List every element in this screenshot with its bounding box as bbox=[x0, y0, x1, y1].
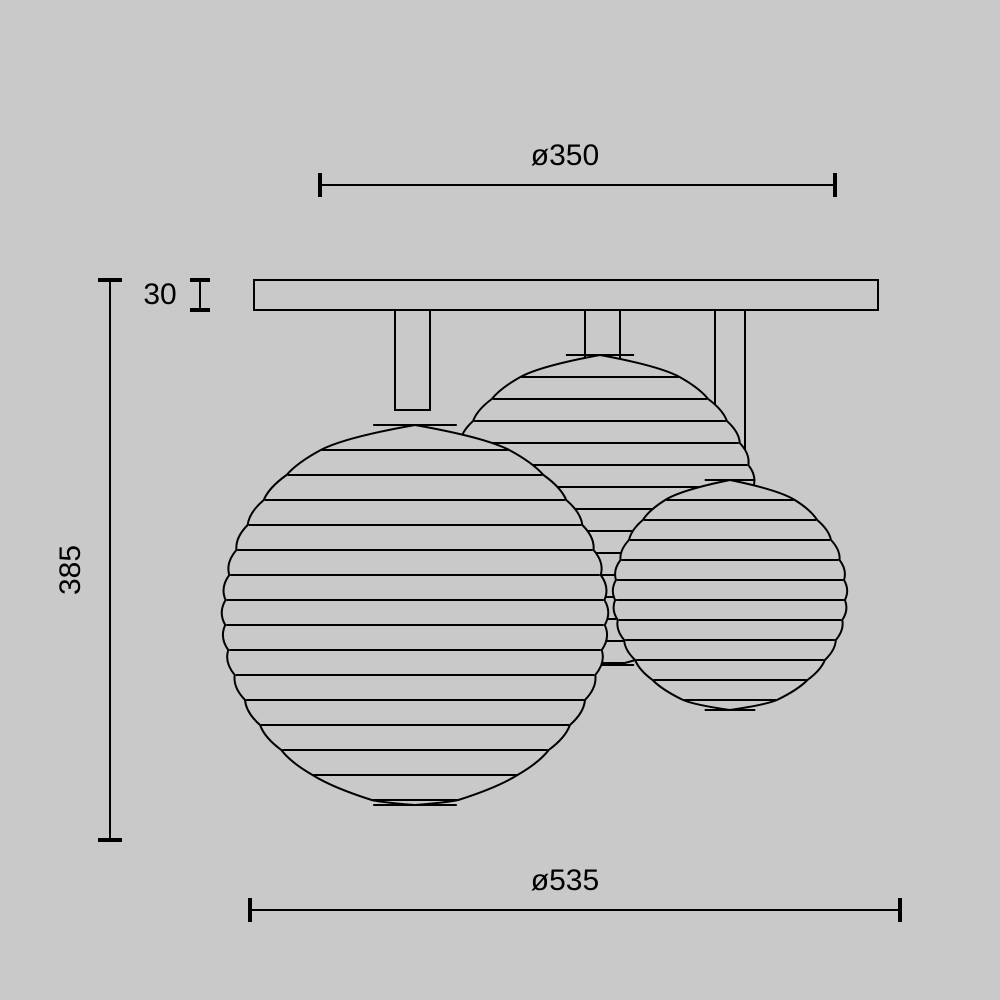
technical-drawing: ø350 385 30 ø535 bbox=[0, 0, 1000, 1000]
dimension: ø350 bbox=[320, 139, 835, 197]
globe-large bbox=[222, 425, 609, 805]
svg-text:ø535: ø535 bbox=[531, 864, 599, 897]
dimension: 30 bbox=[143, 278, 210, 311]
globe-small bbox=[613, 480, 847, 710]
svg-text:30: 30 bbox=[143, 278, 176, 311]
svg-text:385: 385 bbox=[54, 545, 87, 595]
dimension: 385 bbox=[54, 280, 122, 840]
dimension: ø535 bbox=[250, 864, 900, 922]
svg-text:ø350: ø350 bbox=[531, 139, 599, 172]
ceiling-plate bbox=[254, 280, 878, 310]
